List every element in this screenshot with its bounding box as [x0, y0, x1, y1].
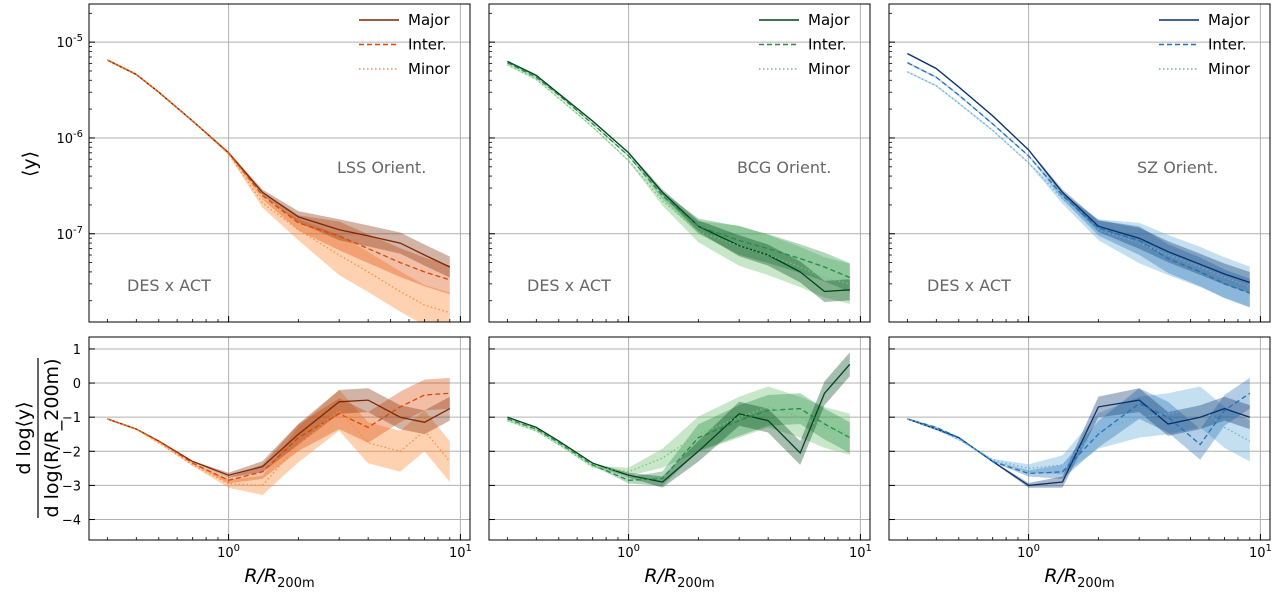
- slope-band-minor: [107, 389, 450, 495]
- bottom-axes-frame: [88, 336, 471, 541]
- x-tick-label: 101: [449, 543, 472, 561]
- slope-band-minor: [907, 386, 1250, 475]
- legend: Major Inter. Minor: [359, 11, 451, 78]
- legend-label-minor: Minor: [408, 60, 451, 78]
- profile-line-inter: [907, 62, 1251, 294]
- profile-line-minor: [507, 64, 850, 285]
- top-plot-area: [507, 60, 851, 304]
- bottom-y-tick-label: −1: [62, 411, 81, 426]
- panel-3: 100 101 R/R200m SZ Orient. DES x ACT Major Int…: [888, 3, 1272, 591]
- legend-label-major: Major: [1208, 11, 1250, 29]
- profile-line-minor: [107, 59, 450, 314]
- bottom-y-tick-label: −2: [62, 445, 81, 460]
- legend-label-inter: Inter.: [408, 36, 447, 54]
- x-tick-label: 100: [1017, 543, 1040, 561]
- top-y-tick-label: 10-7: [56, 225, 83, 243]
- top-axes-frame: [488, 3, 871, 323]
- bottom-plot-area: [107, 377, 451, 495]
- x-tick-label: 100: [617, 543, 640, 561]
- slope-band-major: [907, 388, 1250, 488]
- slope-band-minor: [507, 386, 850, 476]
- profile-band-major: [107, 59, 450, 278]
- top-plot-area: [907, 52, 1251, 308]
- survey-label: DES x ACT: [527, 276, 611, 295]
- slope-band-major: [107, 388, 450, 478]
- bottom-ylabel-denominator: d log(R/R_200m): [41, 359, 63, 518]
- legend-label-inter: Inter.: [808, 36, 847, 54]
- profile-line-inter: [507, 62, 851, 279]
- slope-band-inter: [907, 377, 1250, 479]
- profile-band-major: [907, 52, 1250, 293]
- legend-label-major: Major: [808, 11, 850, 29]
- panel-1: 100 101 R/R200m 10-5 10-6 10-7 1 0 −1 −2 −3 −4 LSS O…: [56, 3, 472, 591]
- x-axis-label: R/R200m: [644, 565, 714, 591]
- survey-label: DES x ACT: [927, 276, 1011, 295]
- slope-line-minor: [507, 406, 850, 473]
- top-y-tick-label: 10-5: [56, 33, 83, 51]
- top-plot-area: [107, 59, 451, 322]
- profile-line-major: [507, 60, 850, 293]
- bottom-y-tick-label: −4: [62, 514, 81, 529]
- profile-band-inter: [907, 61, 1250, 308]
- legend: Major Inter. Minor: [759, 11, 851, 78]
- top-y-tick-label: 10-6: [56, 129, 83, 147]
- profile-band-inter: [507, 61, 850, 292]
- survey-label: DES x ACT: [127, 276, 211, 295]
- bottom-ylabel-numerator: d log⟨y⟩: [13, 401, 35, 474]
- bottom-plot-area: [507, 352, 851, 488]
- legend: Major Inter. Minor: [1159, 11, 1251, 78]
- x-tick-label: 101: [1249, 543, 1272, 561]
- panel-2: 100 101 R/R200m BCG Orient. DES x ACT Major In…: [488, 3, 872, 591]
- slope-band-inter: [107, 377, 450, 484]
- profile-band-minor: [907, 70, 1250, 307]
- slope-line-major: [507, 363, 851, 483]
- profile-band-minor: [107, 59, 450, 322]
- bottom-plot-area: [907, 377, 1251, 488]
- top-axes-frame: [888, 3, 1271, 323]
- slope-line-inter: [507, 407, 851, 481]
- x-axis-label: R/R200m: [1044, 565, 1114, 591]
- legend-label-minor: Minor: [808, 60, 851, 78]
- bottom-y-tick-label: 1: [73, 343, 81, 358]
- x-tick-label: 101: [849, 543, 872, 561]
- slope-band-inter: [507, 393, 850, 486]
- legend-label-minor: Minor: [1208, 60, 1251, 78]
- slope-line-inter: [107, 392, 450, 481]
- x-tick-label: 100: [217, 543, 240, 561]
- legend-label-major: Major: [408, 11, 450, 29]
- bottom-y-tick-label: 0: [73, 377, 81, 392]
- top-ylabel: ⟨y⟩: [19, 151, 41, 177]
- legend-label-inter: Inter.: [1208, 36, 1247, 54]
- orientation-label: SZ Orient.: [1137, 158, 1218, 177]
- bottom-y-tick-label: −3: [62, 479, 81, 494]
- orientation-label: LSS Orient.: [337, 158, 426, 177]
- bottom-axes-frame: [888, 336, 1271, 541]
- x-axis-label: R/R200m: [244, 565, 314, 591]
- profile-band-minor: [507, 63, 850, 304]
- orientation-label: BCG Orient.: [737, 158, 831, 177]
- bottom-axes-frame: [488, 336, 871, 541]
- slope-line-minor: [107, 409, 451, 487]
- slope-line-inter: [907, 392, 1251, 475]
- bottom-ylabel: d log⟨y⟩ d log(R/R_200m): [13, 358, 63, 518]
- top-axes-frame: [88, 3, 471, 323]
- profile-line-major: [907, 53, 1251, 284]
